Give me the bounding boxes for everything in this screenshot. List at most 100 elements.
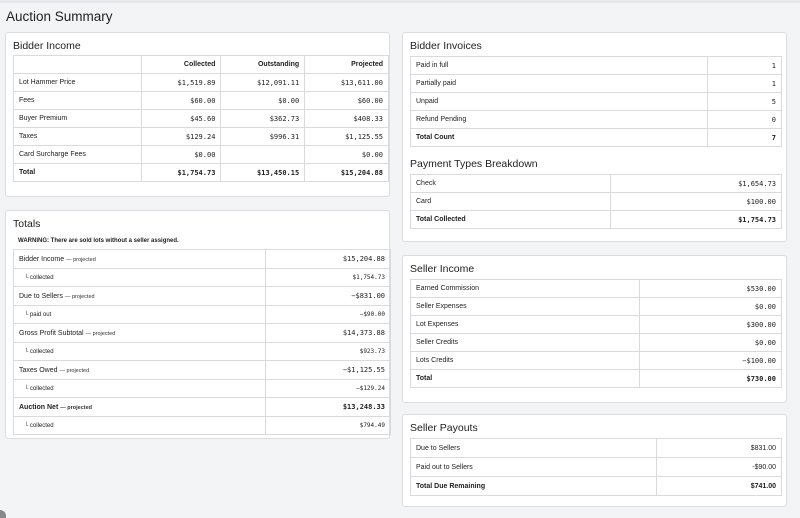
bidder-income-card: Bidder Income Collected Outstanding Proj… — [5, 32, 390, 197]
table-row: Lots Credits −$100.00 — [410, 351, 782, 370]
row-collected: $129.24 — [140, 127, 222, 146]
bidder-invoices-title: Bidder Invoices — [410, 40, 482, 52]
total-row: Total Count 7 — [409, 128, 782, 147]
row-value: $530.00 — [639, 279, 782, 298]
row-label: Card — [410, 192, 611, 211]
table-row: Seller Credits $0.00 — [410, 333, 782, 352]
table-row: Lot Hammer Price $1,519.89 $12,091.11 $1… — [13, 73, 389, 92]
totals-title: Totals — [13, 218, 41, 230]
seller-payouts-table: Due to Sellers $831.00 Paid out to Selle… — [410, 438, 782, 496]
row-label: └ collected — [13, 416, 266, 435]
row-label: Total Due Remaining — [410, 476, 657, 496]
row-outstanding: $0.00 — [220, 91, 306, 110]
row-label-text: Bidder Income — [19, 255, 65, 263]
row-label: Lot Expenses — [410, 315, 640, 334]
row-label: Seller Expenses — [410, 297, 640, 316]
row-value: 5 — [707, 92, 782, 111]
row-value: $1,754.73 — [610, 210, 782, 229]
row-collected: $45.60 — [140, 109, 222, 128]
total-row: Total Collected $1,754.73 — [410, 210, 782, 229]
totals-table: Bidder Income — projected $15,204.88 └ c… — [13, 249, 391, 435]
header-projected: Projected — [304, 55, 389, 74]
row-value: $1,754.73 — [265, 268, 391, 287]
row-collected: $60.00 — [140, 91, 222, 110]
table-row: Auction Net — projected $13,248.33 — [13, 397, 391, 417]
row-projected: $15,204.88 — [304, 163, 389, 182]
window-corner — [0, 510, 6, 518]
table-row: Earned Commission $530.00 — [410, 279, 782, 298]
table-row: Taxes $129.24 $996.31 $1,125.55 — [13, 127, 389, 146]
row-label: └ collected — [13, 342, 266, 361]
warning-message: WARNING: There are sold lots without a s… — [18, 238, 179, 244]
table-row: Buyer Premium $45.60 $362.73 $408.33 — [13, 109, 389, 128]
row-value: −$90.00 — [265, 305, 391, 324]
table-row: Card Surcharge Fees $0.00 $0.00 — [13, 145, 389, 164]
row-label: Lots Credits — [410, 351, 640, 370]
row-label-text: Gross Profit Subtotal — [19, 329, 84, 337]
table-row: └ collected $1,754.73 — [13, 268, 391, 287]
row-outstanding: $13,450.15 — [220, 163, 306, 182]
table-row: Paid in full 1 — [409, 56, 782, 75]
row-collected: $0.00 — [140, 145, 222, 164]
table-row: Due to Sellers $831.00 — [410, 438, 782, 458]
table-row: Unpaid 5 — [409, 92, 782, 111]
row-label: └ collected — [13, 379, 266, 398]
bidder-income-title: Bidder Income — [13, 40, 81, 52]
row-collected: $1,519.89 — [140, 73, 222, 92]
row-label: Taxes — [13, 127, 142, 146]
table-row: Partially paid 1 — [409, 74, 782, 93]
top-divider — [0, 0, 800, 3]
row-value: $300.00 — [639, 315, 782, 334]
row-label: Bidder Income — projected — [13, 249, 266, 269]
row-label: Seller Credits — [410, 333, 640, 352]
row-label: Unpaid — [409, 92, 709, 111]
bidder-invoices-table: Paid in full 1 Partially paid 1 Unpaid 5… — [409, 56, 782, 147]
payment-types-table: Check $1,654.73 Card $100.00 Total Colle… — [410, 174, 782, 229]
row-label: Fees — [13, 91, 142, 110]
row-tag: — projected — [66, 256, 96, 263]
row-value: 1 — [707, 74, 782, 93]
row-value: 7 — [707, 128, 782, 147]
row-value: $730.00 — [639, 369, 782, 388]
row-tag: — projected — [60, 404, 93, 411]
total-row: Total $730.00 — [410, 369, 782, 388]
header-collected: Collected — [140, 55, 222, 74]
row-value: $1,654.73 — [610, 174, 782, 193]
row-outstanding: $12,091.11 — [220, 73, 306, 92]
table-row: Refund Pending 0 — [409, 110, 782, 129]
row-label: Total — [410, 369, 640, 388]
row-projected: $408.33 — [304, 109, 389, 128]
row-label: Earned Commission — [410, 279, 640, 298]
total-row: Total Due Remaining $741.00 — [410, 476, 782, 496]
page-title: Auction Summary — [6, 9, 113, 24]
row-label: Refund Pending — [409, 110, 709, 129]
row-value: $13,248.33 — [265, 397, 391, 417]
table-row: └ collected −$129.24 — [13, 379, 391, 398]
row-label: Paid out to Sellers — [410, 457, 657, 477]
row-value: $741.00 — [656, 476, 782, 496]
row-value: −$831.00 — [265, 286, 391, 306]
row-tag: — projected — [64, 293, 95, 300]
row-label: Gross Profit Subtotal — projected — [13, 323, 266, 343]
table-row: Fees $60.00 $0.00 $60.00 — [13, 91, 389, 110]
table-row: └ paid out −$90.00 — [13, 305, 391, 324]
row-value: $100.00 — [610, 192, 782, 211]
row-label: Due to Sellers — projected — [13, 286, 266, 306]
seller-income-title: Seller Income — [410, 263, 475, 275]
row-value: −$129.24 — [265, 379, 391, 398]
row-label: Paid in full — [409, 56, 709, 75]
row-label: Card Surcharge Fees — [13, 145, 142, 164]
seller-payouts-title: Seller Payouts — [410, 422, 478, 434]
row-projected: $13,611.00 — [304, 73, 389, 92]
row-label: Total Collected — [410, 210, 611, 229]
row-label-text: Taxes Owed — [19, 366, 58, 374]
row-value: $0.00 — [639, 297, 782, 316]
totals-card: Totals WARNING: There are sold lots with… — [5, 210, 391, 439]
row-label: └ collected — [13, 268, 266, 287]
seller-payouts-card: Seller Payouts Due to Sellers $831.00 Pa… — [402, 414, 787, 507]
row-outstanding — [220, 145, 306, 164]
row-projected: $0.00 — [304, 145, 389, 164]
table-row: Due to Sellers — projected −$831.00 — [13, 286, 391, 306]
row-outstanding: $362.73 — [220, 109, 306, 128]
row-label-text: Auction Net — [19, 403, 59, 411]
